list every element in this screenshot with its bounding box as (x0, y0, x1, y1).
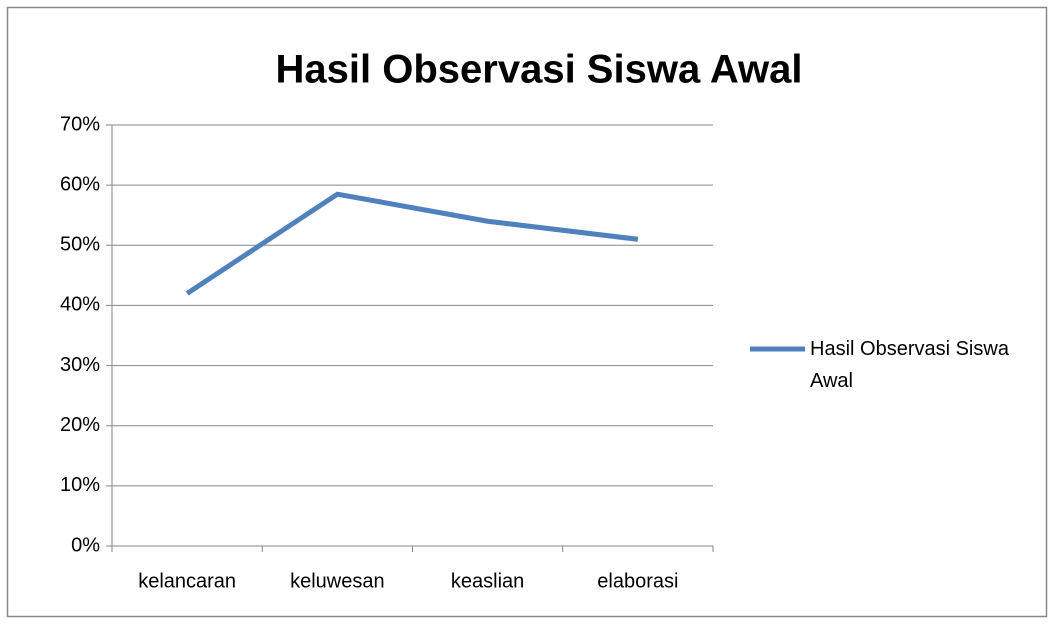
chart-border (6, 6, 1048, 618)
x-tick-label: elaborasi (597, 570, 678, 592)
y-tick-label: 50% (60, 234, 100, 256)
x-tick-label: keaslian (451, 570, 524, 592)
y-tick-label: 20% (60, 414, 100, 436)
y-tick-label: 30% (60, 354, 100, 376)
line-series (185, 191, 639, 296)
y-tick-label: 60% (60, 173, 100, 195)
y-tick-label: 0% (71, 534, 100, 556)
chart-title: Hasil Observasi Siswa Awal (276, 48, 803, 92)
y-tick-label: 10% (60, 474, 100, 496)
y-tick-label: 40% (60, 294, 100, 316)
x-tick-label: keluwesan (290, 570, 385, 592)
x-tick-label: kelancaran (138, 570, 236, 592)
y-tick-label: 70% (60, 113, 100, 135)
legend-label: Hasil Observasi Siswa Awal (810, 338, 1009, 392)
